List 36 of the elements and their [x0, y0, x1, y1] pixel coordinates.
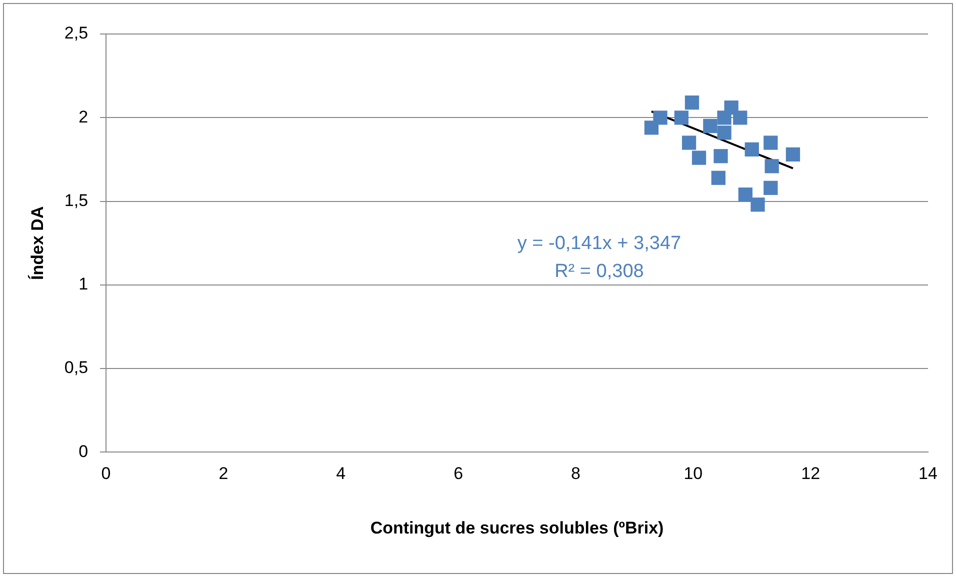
point: [733, 110, 748, 125]
point: [692, 150, 706, 165]
annotation: y = -0,141x + 3,347: [517, 233, 682, 254]
x-tick-label: 14: [918, 464, 938, 484]
x-tick-label: 2: [218, 464, 228, 484]
point: [714, 149, 728, 164]
x-tick-label: 0: [101, 464, 111, 484]
point: [711, 170, 726, 185]
y-tick-label: 2,5: [64, 24, 88, 43]
point: [653, 110, 668, 125]
x-axis-title: Contingut de sucres solubles (ºBrix): [370, 518, 664, 538]
y-axis-title: Índex DA: [26, 206, 47, 280]
point: [684, 96, 700, 110]
point: [682, 136, 696, 150]
x-tick-label: 10: [684, 464, 703, 484]
point: [764, 180, 778, 195]
x-tick-label: 6: [454, 464, 464, 484]
y-tick-label: 0,5: [64, 358, 88, 378]
point: [717, 110, 732, 125]
point: [744, 142, 759, 156]
point: [764, 136, 778, 150]
y-tick-label: 1,5: [64, 190, 88, 210]
annotation: R² = 0,308: [554, 261, 644, 282]
point: [674, 110, 688, 125]
point: [764, 159, 779, 174]
y-tick-label: 1: [78, 274, 88, 294]
point: [717, 126, 732, 140]
x-tick-label: 8: [570, 464, 580, 484]
y-tick-label: 0: [78, 442, 88, 461]
y-tick-label: 2: [78, 107, 88, 126]
point: [703, 118, 718, 134]
x-tick-label: 12: [801, 464, 820, 484]
point: [738, 188, 752, 202]
point: [750, 198, 765, 212]
point: [786, 147, 800, 162]
x-tick-label: 4: [336, 464, 346, 484]
